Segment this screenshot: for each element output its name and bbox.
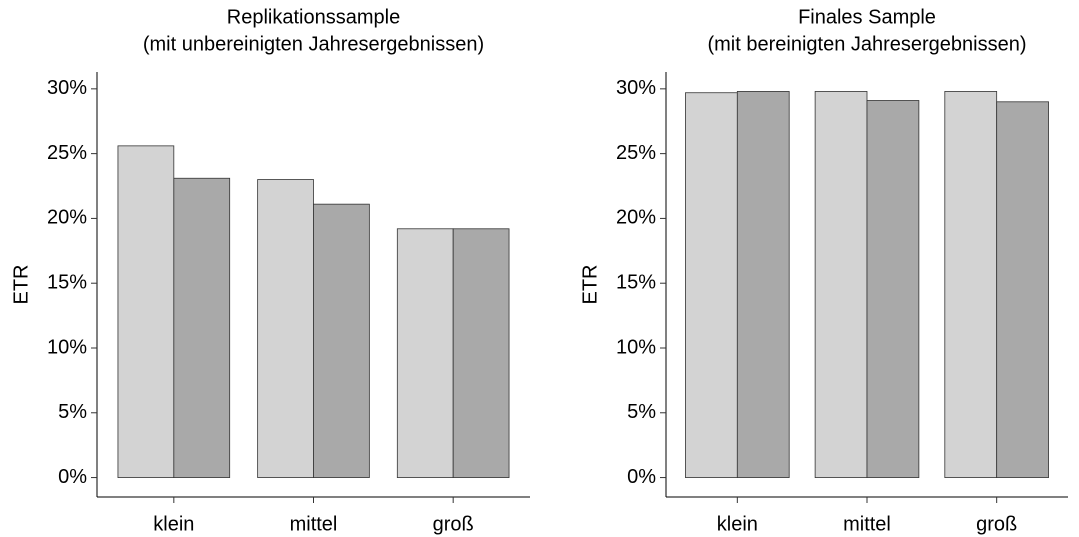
x-tick-label: groß	[433, 513, 474, 535]
bar	[173, 177, 231, 478]
y-tick-label: 5%	[58, 401, 87, 423]
bar	[396, 228, 454, 478]
x-tick-label: mittel	[843, 513, 891, 535]
y-axis-title: ETR	[579, 265, 601, 305]
y-tick-label: 0%	[627, 466, 656, 488]
y-tick-label: 20%	[616, 207, 656, 229]
y-tick-label: 5%	[627, 401, 656, 423]
y-tick-label: 30%	[616, 77, 656, 99]
x-tick-label: groß	[976, 513, 1017, 535]
bar	[814, 91, 868, 478]
y-tick-label: 15%	[616, 271, 656, 293]
y-tick-label: 25%	[616, 142, 656, 164]
bar	[866, 100, 920, 478]
bar	[117, 145, 175, 478]
chart-title: (mit unbereinigten Jahresergebnissen)	[143, 33, 484, 55]
bar	[313, 203, 370, 478]
y-axis-title: ETR	[10, 265, 32, 305]
x-tick-label: klein	[153, 513, 194, 535]
bar	[996, 101, 1049, 478]
chart-title: (mit bereinigten Jahresergebnissen)	[707, 33, 1026, 55]
y-tick-label: 25%	[47, 142, 87, 164]
y-tick-label: 0%	[58, 466, 87, 488]
bar	[944, 91, 998, 478]
y-tick-label: 30%	[47, 77, 87, 99]
panel: Replikationssample (mit unbereinigten Jah…	[10, 6, 530, 535]
bar	[257, 179, 314, 478]
x-tick-label: klein	[717, 513, 758, 535]
bar	[452, 228, 510, 478]
bar	[736, 91, 790, 478]
y-tick-label: 10%	[47, 336, 87, 358]
x-tick-label: mittel	[290, 513, 338, 535]
chart-title: Replikationssample	[227, 6, 400, 28]
panel: Finales Sample (mit bereinigten Jahreserg…	[579, 6, 1068, 535]
y-tick-label: 20%	[47, 207, 87, 229]
y-tick-label: 10%	[616, 336, 656, 358]
y-tick-label: 15%	[47, 271, 87, 293]
chart-title: Finales Sample	[798, 6, 936, 28]
bar	[685, 92, 738, 478]
